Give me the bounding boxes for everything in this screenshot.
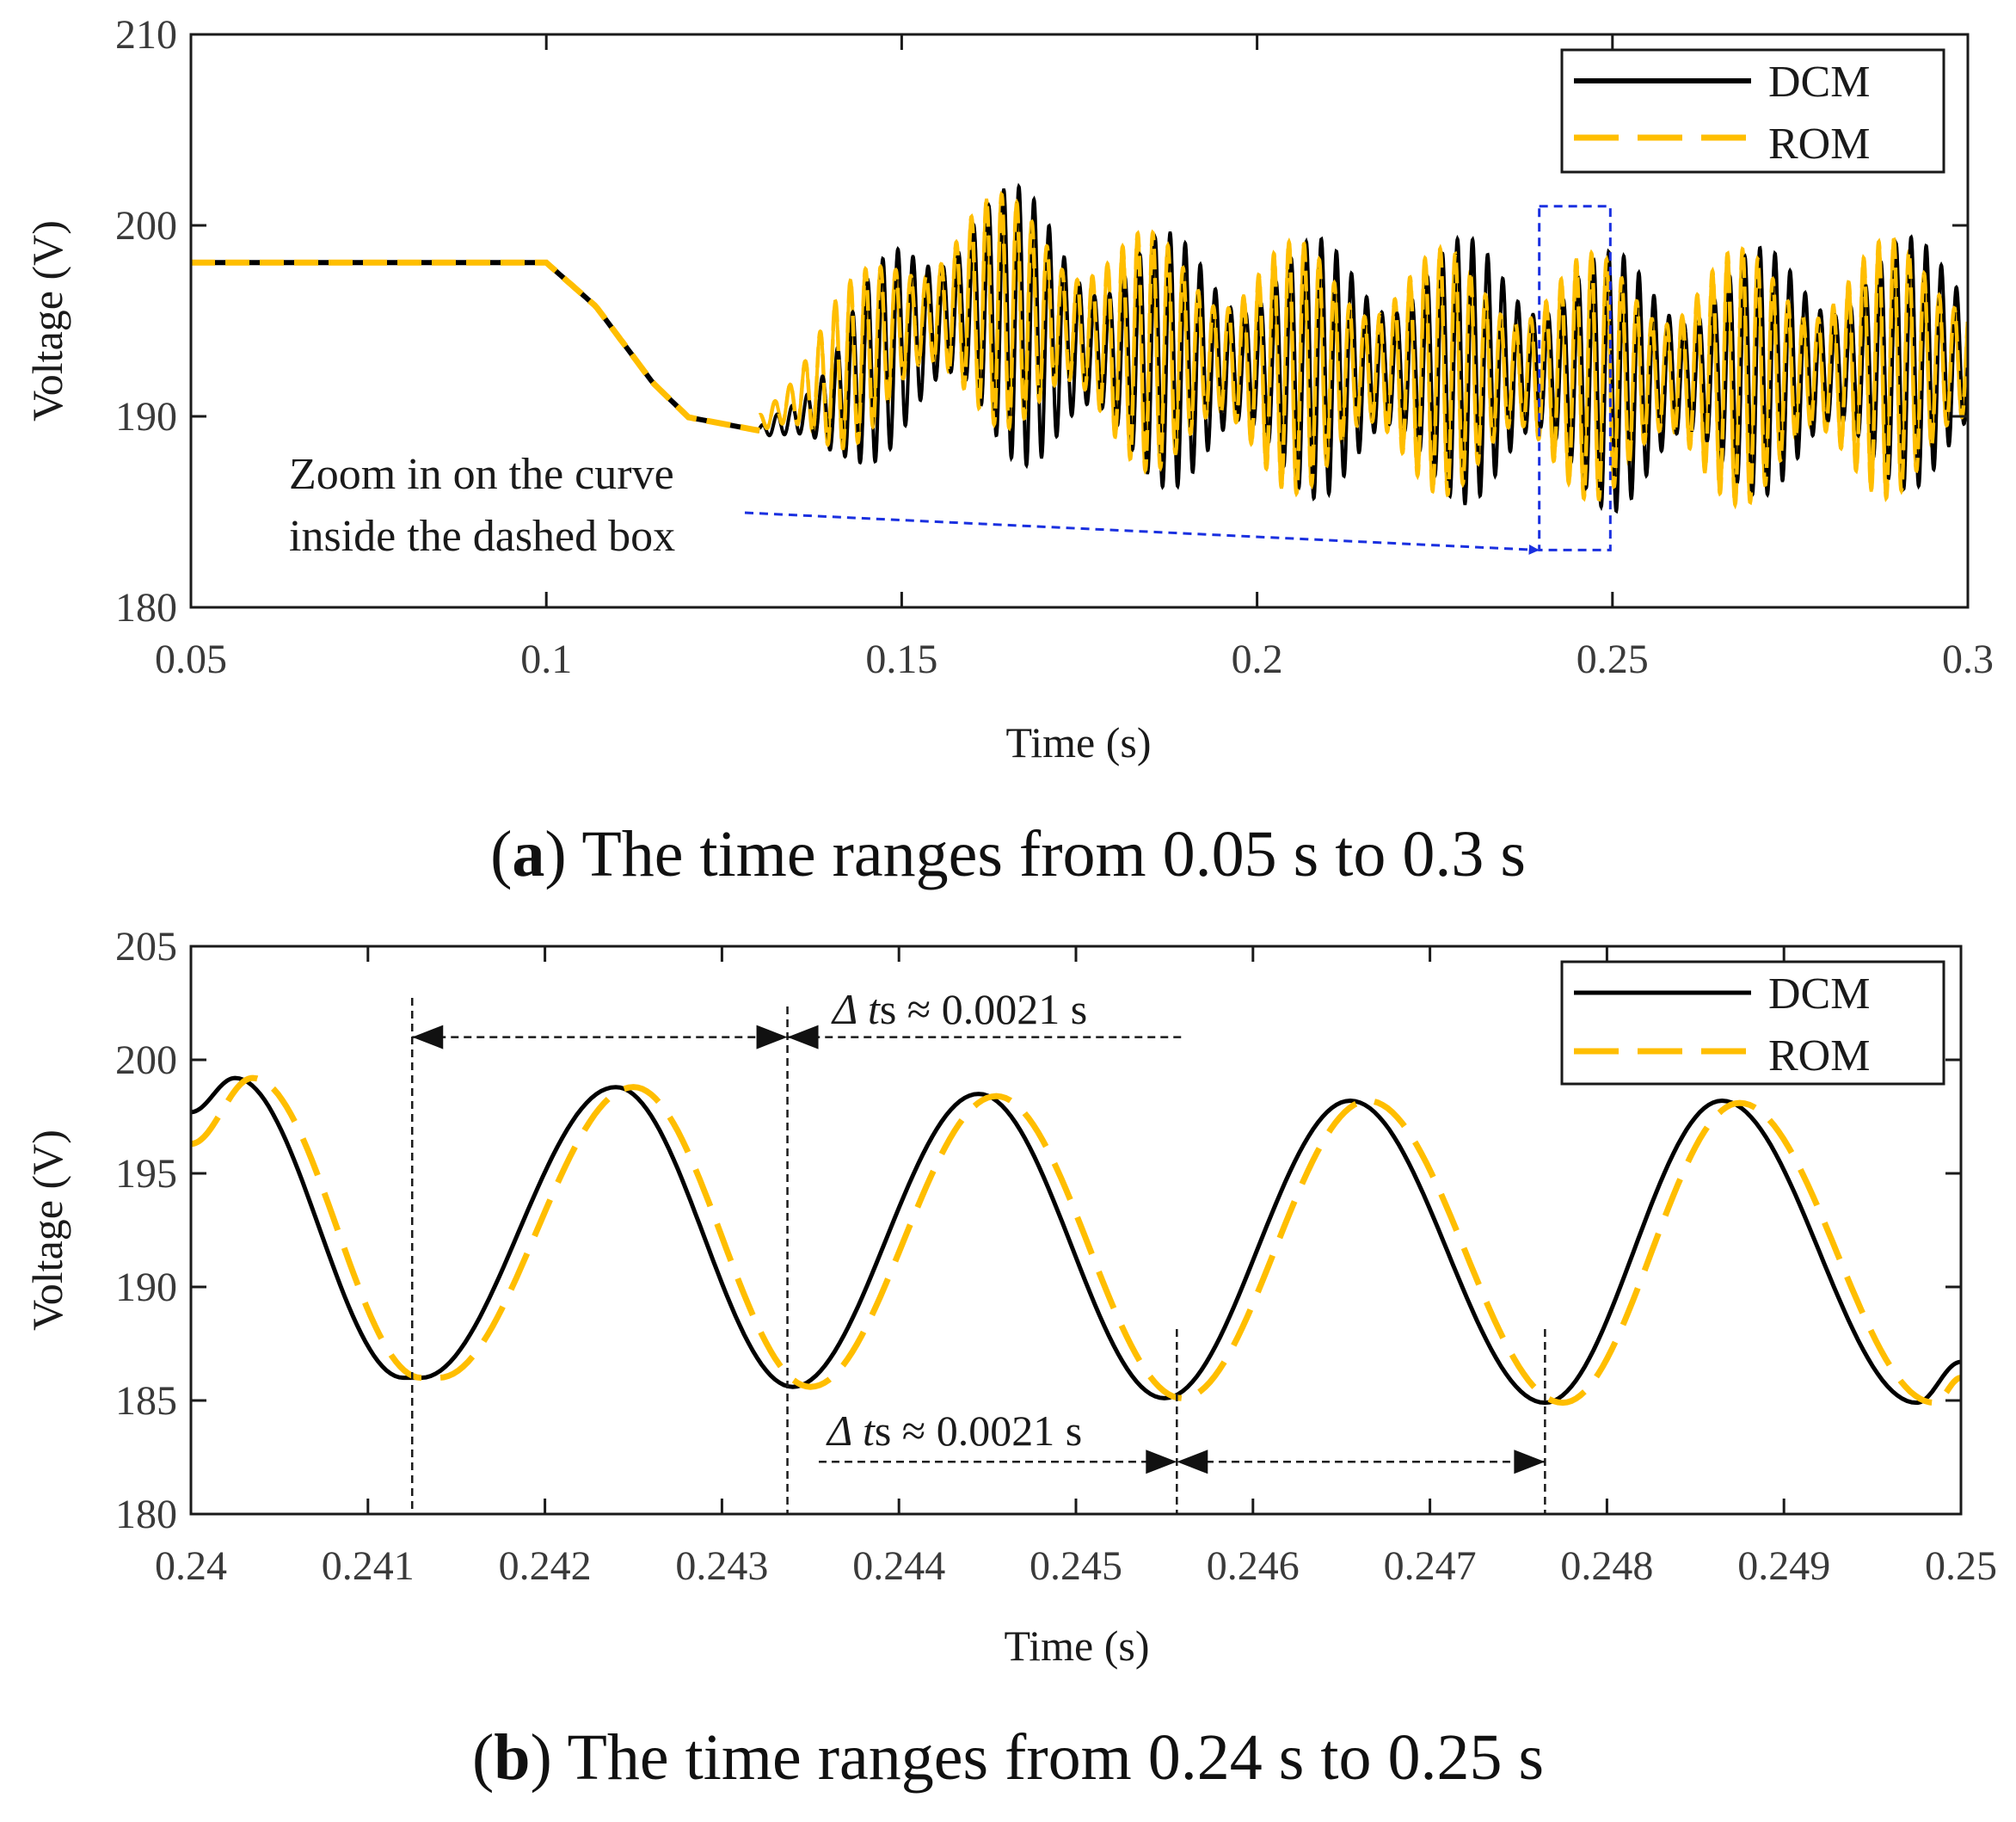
chart-a-y-tick-label: 180 — [115, 585, 177, 631]
legend-rom-label: ROM — [1768, 120, 1870, 169]
chart-b-x-tick-label: 0.245 — [1030, 1543, 1122, 1589]
chart-a-y-ticks: 180 190 200 210 — [115, 12, 1968, 631]
period-label-1: Δ ts ≈ 0.0021 s — [831, 985, 1087, 1033]
chart-a-x-tick-label: 0.15 — [865, 637, 937, 682]
caption-a-text: The time ranges from 0.05 s to 0.3 s — [581, 818, 1526, 890]
caption-a: (a) The time ranges from 0.05 s to 0.3 s — [490, 818, 1526, 890]
chart-b-legend: DCM ROM — [1560, 960, 1945, 1086]
legend-dcm-label: DCM — [1768, 58, 1870, 107]
chart-b-x-tick-label: 0.241 — [322, 1543, 415, 1589]
zoom-arrow — [744, 511, 1540, 555]
chart-a-y-tick-label: 190 — [115, 394, 177, 440]
chart-a-rom-oscillation-overlay — [758, 191, 1968, 510]
chart-b-x-ticks: 0.24 0.241 0.242 0.243 0.244 0.245 0.246 0.247 0… — [155, 946, 1997, 1589]
period-arrow-head — [412, 1025, 444, 1049]
chart-a-x-ticks: 0.05 0.1 0.15 0.2 0.25 0.3 — [155, 34, 1994, 682]
chart-a-x-label: Time (s) — [1005, 718, 1151, 766]
chart-a-x-tick-label: 0.1 — [520, 637, 572, 682]
chart-b: 0.24 0.241 0.242 0.243 0.244 0.245 0.246 0.247 0… — [23, 924, 1997, 1670]
legend-b-rom-label: ROM — [1768, 1031, 1870, 1080]
chart-b-x-tick-label: 0.243 — [675, 1543, 768, 1589]
chart-b-plot-area — [191, 1074, 1961, 1407]
chart-a-x-tick-label: 0.05 — [155, 637, 227, 682]
chart-b-y-tick-label: 180 — [115, 1492, 177, 1537]
chart-b-x-tick-label: 0.247 — [1384, 1543, 1477, 1589]
chart-b-rom-series — [191, 1074, 1961, 1407]
chart-b-y-ticks: 180 185 190 195 200 205 — [115, 924, 1961, 1537]
chart-a-axes-box — [189, 33, 1970, 609]
caption-b-text: The time ranges from 0.24 s to 0.25 s — [567, 1721, 1545, 1794]
chart-a-y-tick-label: 200 — [115, 203, 177, 249]
chart-a-x-tick-label: 0.2 — [1232, 637, 1283, 682]
chart-a: 0.05 0.1 0.15 0.2 0.25 0.3 180 190 200 210 Time … — [23, 12, 1994, 766]
chart-b-y-tick-label: 190 — [115, 1265, 177, 1310]
chart-b-y-label: Voltage (V) — [23, 1130, 71, 1331]
zoom-dashed-box — [1538, 205, 1612, 551]
period-label-2: Δ ts ≈ 0.0021 s — [826, 1407, 1082, 1455]
chart-a-legend: DCM ROM — [1560, 48, 1945, 174]
chart-b-period-annotations: Δ ts ≈ 0.0021 s Δ ts ≈ 0.0021 s — [411, 985, 1546, 1514]
zoom-note-line1: Zoom in on the curve — [289, 450, 674, 499]
chart-a-y-label: Voltage (V) — [23, 220, 71, 422]
chart-b-x-tick-label: 0.246 — [1207, 1543, 1300, 1589]
caption-b: (b) The time ranges from 0.24 s to 0.25 … — [471, 1721, 1545, 1794]
period-arrow-head — [1514, 1450, 1546, 1474]
caption-b-letter: b — [494, 1721, 531, 1794]
chart-b-dcm-series — [191, 1075, 1961, 1406]
chart-b-y-tick-label: 205 — [115, 924, 177, 969]
chart-b-x-tick-label: 0.248 — [1560, 1543, 1653, 1589]
period-arrow-head — [1177, 1450, 1208, 1474]
chart-a-x-tick-label: 0.3 — [1942, 637, 1994, 682]
chart-b-x-tick-label: 0.25 — [1925, 1543, 1997, 1589]
chart-a-steady-line-rom — [191, 259, 760, 434]
chart-b-x-tick-label: 0.244 — [852, 1543, 945, 1589]
period-arrow-head — [787, 1025, 819, 1049]
period-arrow-head — [1146, 1450, 1177, 1474]
chart-b-x-label: Time (s) — [1004, 1622, 1149, 1670]
chart-a-steady-line — [191, 260, 760, 434]
chart-a-x-tick-label: 0.25 — [1577, 637, 1649, 682]
caption-a-letter: a — [512, 818, 545, 890]
zoom-note-line2: inside the dashed box — [289, 512, 675, 561]
chart-a-plot-area — [191, 182, 1968, 514]
chart-b-x-tick-label: 0.249 — [1737, 1543, 1830, 1589]
period-arrow-head — [756, 1025, 788, 1049]
chart-b-x-tick-label: 0.242 — [499, 1543, 592, 1589]
chart-b-y-tick-label: 200 — [115, 1037, 177, 1083]
chart-b-y-tick-label: 185 — [115, 1378, 177, 1424]
legend-b-dcm-label: DCM — [1768, 969, 1870, 1019]
chart-a-y-tick-label: 210 — [115, 12, 177, 58]
chart-b-y-tick-label: 195 — [115, 1151, 177, 1197]
chart-b-x-tick-label: 0.24 — [155, 1543, 227, 1589]
